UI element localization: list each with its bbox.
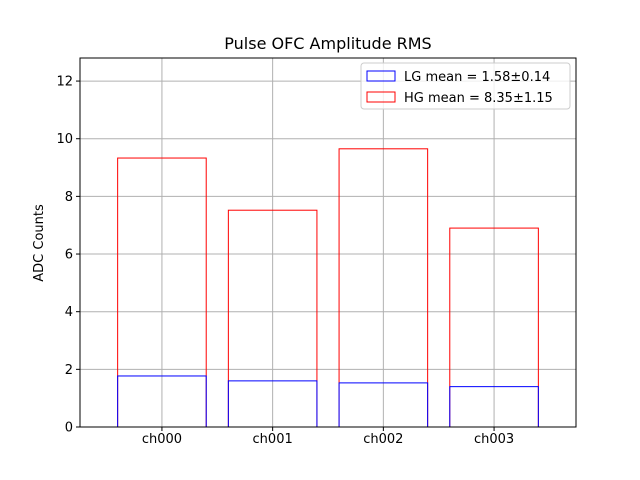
y-tick-label: 12 — [56, 75, 73, 90]
x-axis: ch000 ch001 ch002 ch003 — [142, 427, 514, 447]
legend: LG mean = 1.58±0.14 HG mean = 8.35±1.15 — [360, 62, 571, 110]
y-tick-label: 8 — [65, 190, 73, 205]
legend-swatch — [366, 91, 396, 103]
x-tick-label: ch003 — [474, 432, 514, 447]
legend-swatch — [366, 70, 396, 82]
x-tick-label: ch002 — [363, 432, 403, 447]
legend-box — [360, 62, 571, 110]
x-tick-label: ch001 — [253, 432, 293, 447]
y-tick-label: 4 — [65, 305, 73, 320]
y-axis-label: ADC Counts — [32, 204, 47, 282]
x-tick-label: ch000 — [142, 432, 182, 447]
legend-label: LG mean = 1.58±0.14 — [404, 70, 550, 85]
y-tick-label: 6 — [65, 248, 73, 263]
y-axis: 0 2 4 6 8 10 12 — [56, 75, 80, 436]
plot-area-frame — [79, 57, 577, 428]
y-tick-label: 2 — [65, 363, 73, 378]
chart-title: Pulse OFC Amplitude RMS — [224, 34, 431, 53]
grid — [80, 58, 576, 428]
y-tick-label: 0 — [65, 421, 73, 436]
y-tick-label: 10 — [56, 132, 73, 147]
legend-label: HG mean = 8.35±1.15 — [404, 91, 553, 106]
